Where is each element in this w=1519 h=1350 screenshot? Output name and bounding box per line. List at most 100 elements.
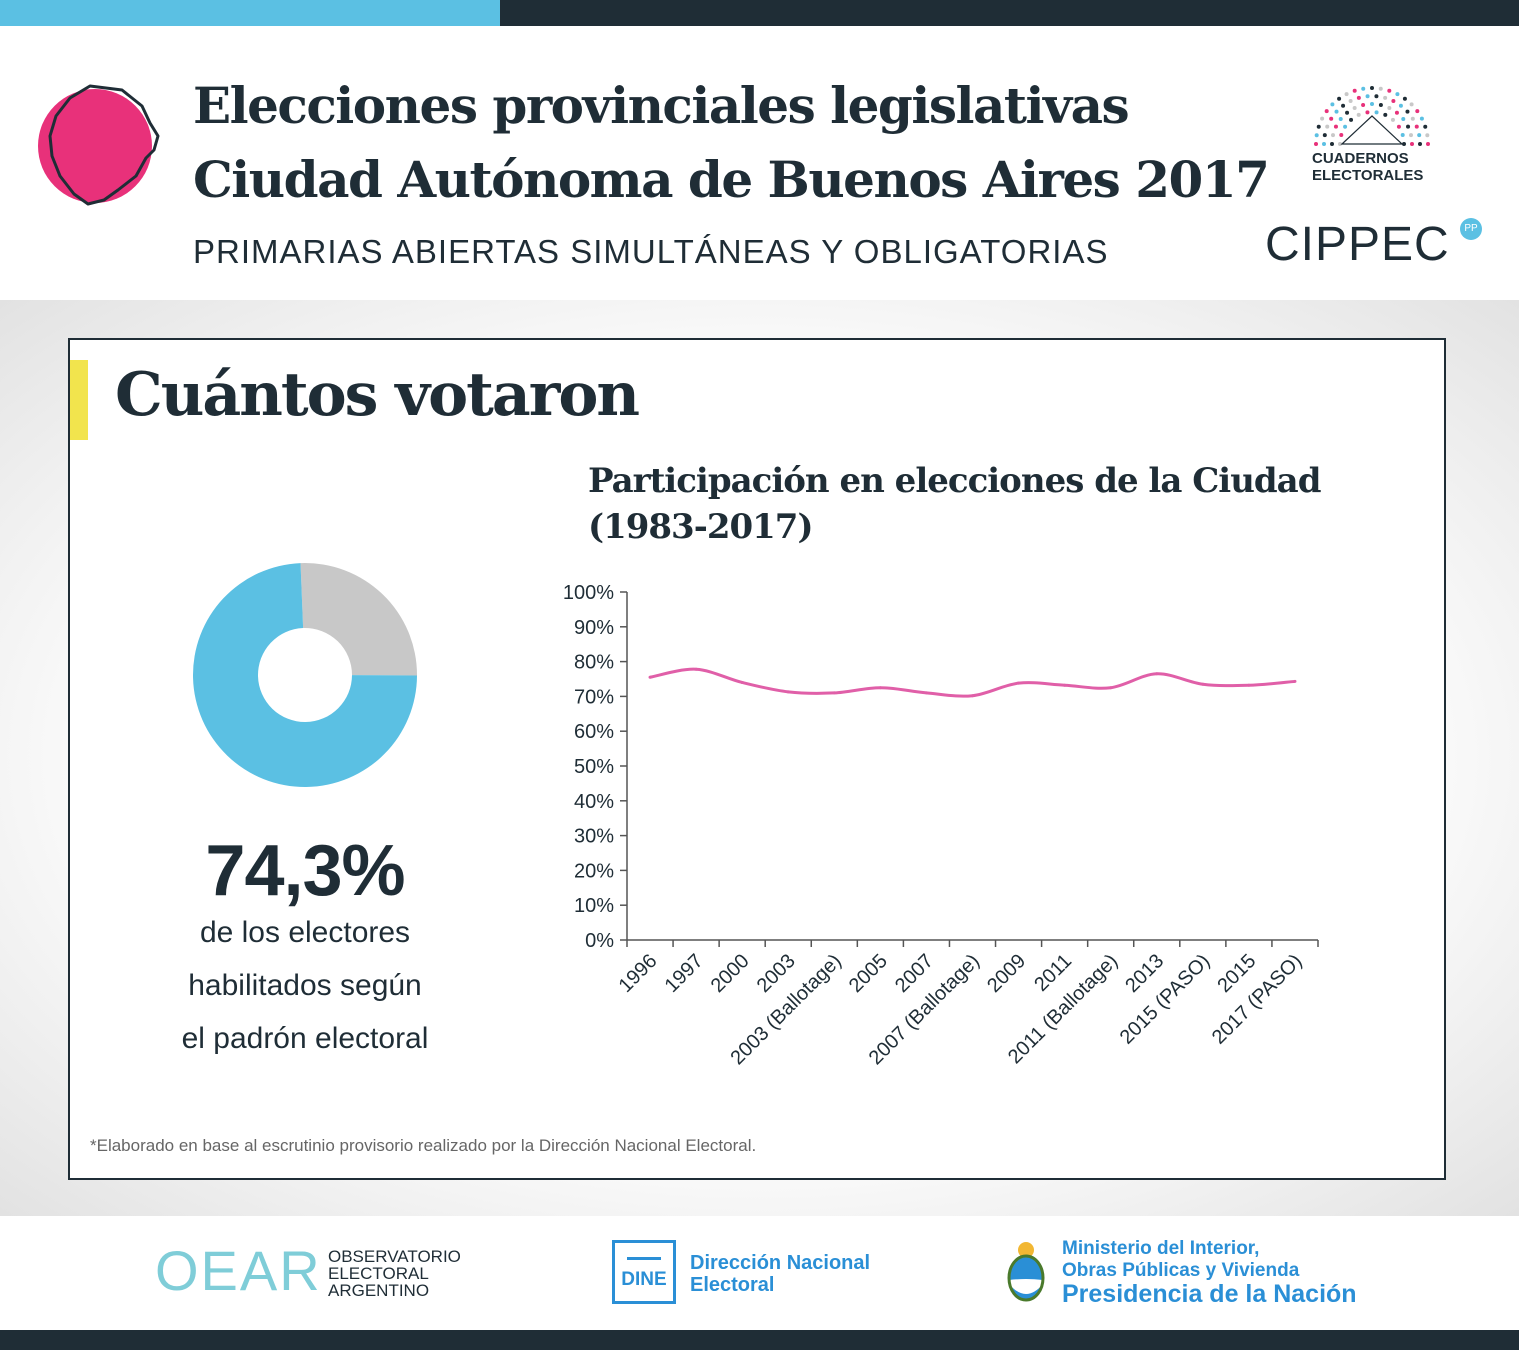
data-point	[1109, 686, 1113, 690]
data-point	[1201, 682, 1205, 686]
top-bar	[500, 0, 1519, 26]
section-accent-bar	[70, 360, 88, 440]
dine-logo-abbr: DINE	[621, 1269, 667, 1290]
national-coat-of-arms-icon	[1007, 1242, 1045, 1302]
hemicycle-seat	[1330, 142, 1334, 146]
data-point	[648, 675, 652, 679]
hemicycle-seat	[1322, 142, 1326, 146]
hemicycle-seat	[1348, 99, 1353, 104]
turnout-stat-description: de los electores habilitados según el pa…	[150, 906, 460, 1065]
hemicycle-seat	[1330, 102, 1335, 107]
hemicycle-seat	[1426, 142, 1430, 146]
hemicycle-icon	[1314, 86, 1430, 146]
line-chart-title: Participación en elecciones de la Ciudad…	[588, 458, 1348, 550]
hemicycle-seat	[1365, 110, 1370, 115]
series-line-participacion	[649, 667, 1296, 698]
y-tick-label: 40%	[574, 791, 614, 813]
data-point	[1293, 679, 1297, 683]
hemicycle-seat	[1390, 117, 1395, 122]
hemicycle-seat	[1324, 109, 1329, 114]
hemicycle-seat	[1331, 133, 1336, 138]
bottom-bar	[0, 1330, 1519, 1350]
hemicycle-seat	[1344, 92, 1349, 97]
coat-sun	[1018, 1242, 1034, 1258]
y-tick-label: 10%	[574, 895, 614, 917]
y-tick-label: 30%	[574, 826, 614, 848]
y-tick-label: 90%	[574, 617, 614, 639]
data-point	[694, 667, 698, 671]
participation-line-chart: 0% 10% 20% 30% 40% 50% 60% 70% 80% 90% 100% 1996 199…	[563, 582, 1319, 1069]
y-tick-label: 60%	[574, 721, 614, 743]
hemicycle-seat	[1378, 103, 1383, 108]
hemicycle-seat	[1338, 142, 1342, 146]
hemicycle-seat	[1314, 142, 1318, 146]
hemicycle-seat	[1408, 133, 1413, 138]
cuadernos-logo-text: CUADERNOS ELECTORALES	[1312, 150, 1423, 184]
data-point	[832, 691, 836, 695]
hemicycle-seat	[1401, 117, 1406, 122]
hemicycle-seat	[1402, 142, 1406, 146]
chart-title-line2: (1983-2017)	[588, 507, 814, 547]
hemicycle-seat	[1396, 124, 1401, 129]
top-bar-accent	[0, 0, 500, 26]
hemicycle-seat	[1378, 86, 1383, 91]
hemicycle-seat	[1414, 124, 1419, 129]
hemicycle-seat	[1387, 105, 1392, 110]
dine-line2: Electoral	[690, 1274, 775, 1296]
oear-logo-text: OBSERVATORIO ELECTORAL ARGENTINO	[328, 1248, 461, 1299]
ministry-line1: Ministerio del Interior,	[1062, 1238, 1260, 1259]
hemicycle-seat	[1425, 133, 1430, 138]
stat-desc-line1: de los electores	[199, 916, 411, 949]
hemicycle-seat	[1410, 142, 1414, 146]
x-tick-label: 2005	[845, 950, 892, 997]
y-tick-label: 100%	[563, 582, 614, 604]
hemicycle-seat	[1400, 132, 1405, 137]
hemicycle-seat	[1320, 116, 1325, 121]
hemicycle-seat	[1423, 124, 1428, 129]
data-point	[924, 691, 928, 695]
y-tick-label: 0%	[585, 930, 614, 952]
dine-line1: Dirección Nacional	[690, 1252, 871, 1274]
stat-desc-line3: el padrón electoral	[181, 1022, 429, 1055]
hemicycle-seat	[1361, 103, 1366, 108]
hemicycle-seat	[1383, 112, 1388, 117]
hemicycle-seat	[1365, 94, 1370, 99]
oear-line1: OBSERVATORIO	[328, 1247, 461, 1266]
cuadernos-line1: CUADERNOS	[1312, 150, 1409, 167]
x-tick-label: 1996	[615, 950, 662, 997]
data-point	[878, 686, 882, 690]
hemicycle-seat	[1352, 88, 1357, 93]
turnout-stat-value: 74,3%	[205, 831, 405, 911]
ministry-line3: Presidencia de la Nación	[1062, 1280, 1357, 1308]
cuadernos-line2: ELECTORALES	[1312, 167, 1424, 184]
coat-laurel	[1007, 1254, 1045, 1302]
hemicycle-seat	[1329, 116, 1334, 121]
hemicycle-seat	[1361, 86, 1366, 91]
data-point	[1017, 681, 1021, 685]
coat-shield-bottom	[1009, 1279, 1043, 1294]
y-tick-label: 80%	[574, 652, 614, 674]
oear-logo: OEAR	[155, 1239, 322, 1302]
hemicycle-seat	[1337, 96, 1342, 101]
dine-logo-line	[627, 1257, 661, 1260]
hemicycle-seat	[1339, 132, 1344, 137]
hemicycle-triangle	[1340, 115, 1404, 145]
hemicycle-seat	[1370, 86, 1374, 90]
hemicycle-seat	[1395, 92, 1400, 97]
header-title-line1: Elecciones provinciales legislativas	[193, 76, 1130, 135]
y-tick-label: 70%	[574, 686, 614, 708]
x-tick-label: 2009	[983, 950, 1030, 997]
hemicycle-seat	[1356, 95, 1361, 100]
dine-logo-text: Dirección Nacional Electoral	[690, 1252, 870, 1296]
hemicycle-seat	[1409, 102, 1414, 107]
donut-slice-no-votaron	[300, 563, 417, 676]
data-point	[971, 694, 974, 698]
hemicycle-seat	[1387, 88, 1392, 93]
hemicycle-seat	[1356, 112, 1361, 117]
oear-line3: ARGENTINO	[328, 1281, 430, 1300]
data-point	[740, 680, 744, 684]
hemicycle-seat	[1417, 133, 1422, 138]
data-point	[786, 690, 790, 694]
hemicycle-seat	[1415, 109, 1420, 114]
hemicycle-seat	[1345, 110, 1350, 115]
